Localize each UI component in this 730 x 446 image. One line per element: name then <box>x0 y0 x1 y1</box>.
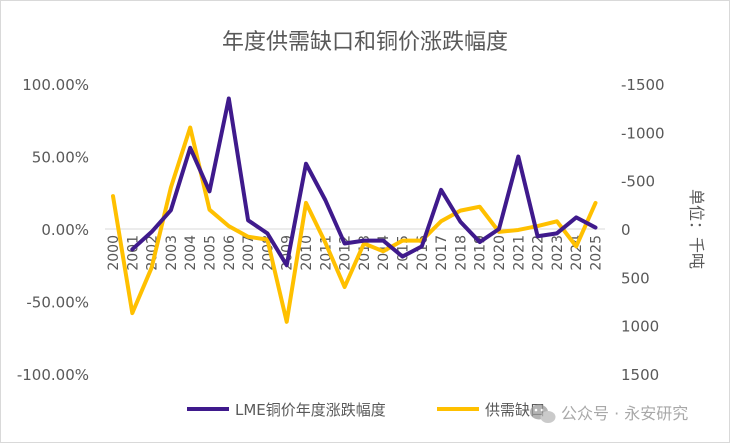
x-tick-label: 2007 <box>241 235 257 271</box>
left-tick-label: 100.00% <box>22 76 89 94</box>
left-tick-label: -50.00% <box>26 294 89 312</box>
chart-title: 年度供需缺口和铜价涨跌幅度 <box>222 30 508 55</box>
right-tick-label: 1500 <box>621 366 659 384</box>
right-tick-label: 1000 <box>621 318 659 336</box>
x-tick-label: 2003 <box>164 235 180 271</box>
legend-label-price: LME铜价年度涨跌幅度 <box>235 401 386 419</box>
right-axis: -1500 -1000 -500 0 500 1000 1500 <box>621 76 665 384</box>
left-tick-label: 50.00% <box>32 149 89 167</box>
x-tick-label: 2004 <box>183 235 199 271</box>
right-tick-label: 500 <box>621 269 650 287</box>
right-tick-label: -1500 <box>621 76 665 94</box>
left-tick-label: -100.00% <box>17 366 89 384</box>
watermark-text: 公众号 · 永安研究 <box>561 404 688 423</box>
right-tick-label: -500 <box>621 173 655 191</box>
x-tick-label: 2017 <box>434 235 450 271</box>
x-tick-label: 2023 <box>550 235 566 271</box>
x-tick-label: 2020 <box>492 235 508 271</box>
x-tick-label: 2021 <box>511 235 527 271</box>
left-axis: 100.00% 50.00% 0.00% -50.00% -100.00% <box>17 76 89 384</box>
x-tick-label: 2025 <box>589 235 605 271</box>
left-tick-label: 0.00% <box>41 221 89 239</box>
right-axis-label: 单位：千吨 <box>687 189 706 269</box>
wechat-icon <box>530 405 556 424</box>
watermark: 公众号 · 永安研究 <box>530 404 688 423</box>
x-tick-label: 2006 <box>222 235 238 271</box>
legend: LME铜价年度涨跌幅度 供需缺口 <box>187 401 545 419</box>
right-tick-label: -1000 <box>621 124 665 142</box>
right-tick-label: 0 <box>621 221 631 239</box>
series-group <box>113 98 596 322</box>
x-tick-label: 2001 <box>125 235 141 271</box>
x-tick-label: 2022 <box>531 235 547 271</box>
x-tick-label: 2005 <box>203 235 219 271</box>
x-tick-label: 2018 <box>453 235 469 271</box>
x-tick-label: 2012 <box>338 235 354 271</box>
